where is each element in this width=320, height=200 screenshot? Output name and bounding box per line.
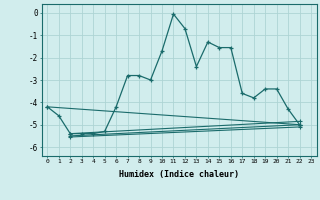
X-axis label: Humidex (Indice chaleur): Humidex (Indice chaleur) <box>119 170 239 179</box>
